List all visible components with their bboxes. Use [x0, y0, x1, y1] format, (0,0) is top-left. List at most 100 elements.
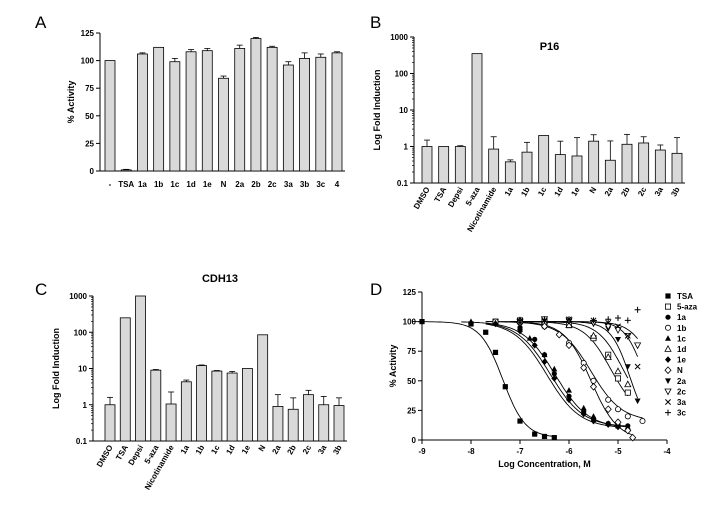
- legend-label-TSA: TSA: [677, 292, 693, 301]
- x-tick-label-D: -8: [467, 447, 475, 456]
- bar-B: [654, 149, 666, 184]
- data-point-1e: [492, 320, 499, 328]
- bar-C: [257, 334, 269, 442]
- bar-A: [185, 51, 197, 172]
- bar-B: [671, 152, 683, 184]
- bar-B: [571, 155, 583, 184]
- y-tick-label-B: 10: [399, 106, 408, 115]
- legend-label-N: N: [677, 366, 683, 375]
- data-point-1d: [614, 367, 622, 375]
- y-axis-label-A: % Activity: [66, 81, 76, 124]
- x-tick-label-C: 3a: [316, 443, 329, 456]
- data-point-1c: [541, 351, 548, 358]
- x-tick-label-B: 1c: [536, 185, 549, 198]
- data-point-3a: [634, 363, 641, 370]
- x-tick-label-A: 1e: [203, 180, 212, 189]
- data-point-3c: [517, 317, 523, 324]
- data-point-1d: [624, 380, 632, 388]
- bar-B: [588, 140, 600, 184]
- y-tick-label-D: 75: [407, 347, 416, 356]
- y-axis-label-C: Log Fold Induction: [51, 328, 61, 409]
- bar-C: [150, 369, 162, 442]
- data-point-N: [624, 426, 632, 435]
- x-tick-label-C: 1a: [179, 443, 192, 456]
- x-tick-label-D: -9: [418, 447, 426, 456]
- bar-B: [538, 135, 550, 184]
- legend-marker-1b: [665, 324, 672, 331]
- bar-C: [196, 365, 208, 442]
- x-tick-label-C: 1c: [209, 443, 222, 456]
- legend-marker-1a: [665, 314, 671, 320]
- data-point-TSA: [502, 384, 508, 390]
- data-point-3c: [541, 316, 548, 323]
- bar-C: [226, 372, 238, 442]
- data-point-TSA: [517, 418, 523, 424]
- bar-A: [250, 38, 262, 172]
- y-axis-label-D: % Activity: [388, 345, 398, 388]
- bar-C: [318, 404, 330, 442]
- data-point-1e: [531, 341, 538, 349]
- legend-marker-1d: [664, 344, 672, 352]
- bar-C: [135, 295, 146, 442]
- y-tick-label-A: 50: [85, 112, 94, 121]
- x-tick-label-A: 3a: [284, 180, 293, 189]
- fit-curve-1d: [510, 321, 629, 379]
- data-point-3c: [605, 316, 612, 323]
- x-axis-label-D: Log Concentration, M: [498, 459, 591, 469]
- data-point-1c: [551, 365, 558, 372]
- x-tick-label-C: 2b: [285, 443, 298, 456]
- data-point-3a: [624, 332, 631, 339]
- x-tick-label-D: -4: [663, 447, 671, 456]
- data-point-1e: [541, 358, 548, 366]
- legend-marker-1e: [665, 356, 671, 363]
- data-point-1c: [624, 423, 631, 430]
- bar-A: [201, 50, 213, 172]
- bar-A: [153, 46, 165, 172]
- bar-C: [180, 381, 192, 442]
- y-tick-label-A: 0: [90, 167, 95, 176]
- x-tick-label-A: 1b: [154, 180, 163, 189]
- bar-A: [282, 64, 294, 172]
- legend-marker-3a: [665, 399, 671, 405]
- legend-marker-5-aza: [665, 303, 672, 310]
- x-tick-label-B: 1d: [553, 185, 566, 198]
- bar-A: [137, 53, 148, 172]
- data-point-1c: [468, 318, 474, 324]
- data-point-N: [555, 330, 563, 339]
- legend-label-1d: 1d: [677, 345, 686, 354]
- legend-label-3a: 3a: [677, 398, 686, 407]
- data-point-2c: [604, 323, 612, 331]
- x-tick-label-B: N: [588, 185, 599, 195]
- data-point-1e: [566, 396, 572, 404]
- bar-A: [331, 52, 343, 172]
- data-point-1c: [580, 404, 587, 411]
- data-point-N: [580, 363, 588, 372]
- data-point-1b: [639, 418, 646, 425]
- bar-B: [454, 146, 466, 184]
- x-tick-label-A: 2c: [268, 180, 277, 189]
- x-tick-label-C: DMSO: [95, 444, 115, 469]
- bar-C: [303, 394, 314, 442]
- data-point-1c: [590, 413, 597, 419]
- data-point-1e: [517, 327, 523, 335]
- y-tick-label-C: 0.1: [76, 437, 88, 446]
- legend-label-1e: 1e: [677, 356, 686, 365]
- data-point-2a: [615, 336, 621, 343]
- data-point-2a: [624, 364, 631, 370]
- fit-curve-3a: [510, 321, 639, 357]
- data-point-1c: [526, 334, 533, 341]
- data-point-1a: [532, 336, 538, 342]
- bar-C: [272, 406, 284, 442]
- bar-A: [169, 61, 181, 172]
- bar-B: [421, 146, 433, 184]
- data-point-TSA: [483, 329, 489, 335]
- x-tick-label-D: -6: [565, 447, 573, 456]
- bar-B: [638, 142, 650, 184]
- data-point-TSA: [532, 431, 538, 437]
- data-point-2a: [634, 398, 641, 405]
- data-point-1e: [580, 410, 587, 418]
- data-point-5-aza: [615, 375, 622, 382]
- x-tick-label-B: Depsi: [446, 186, 465, 209]
- x-tick-label-A: 2b: [251, 180, 260, 189]
